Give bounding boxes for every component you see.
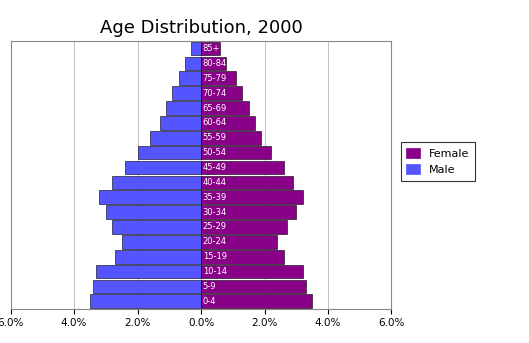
- Bar: [172, 86, 201, 100]
- Bar: [106, 205, 201, 219]
- Bar: [179, 71, 201, 85]
- Bar: [201, 220, 287, 234]
- Text: 20-24: 20-24: [203, 237, 226, 246]
- Text: 75-79: 75-79: [203, 74, 227, 83]
- Text: 35-39: 35-39: [203, 193, 227, 202]
- Text: 85+: 85+: [203, 44, 220, 53]
- Text: 60-64: 60-64: [203, 118, 227, 127]
- Bar: [99, 190, 201, 204]
- Bar: [122, 235, 201, 249]
- Bar: [201, 250, 284, 263]
- Text: 55-59: 55-59: [203, 133, 226, 142]
- Bar: [90, 294, 201, 308]
- Bar: [201, 280, 306, 293]
- Text: 50-54: 50-54: [203, 148, 226, 157]
- Legend: Female, Male: Female, Male: [401, 142, 475, 181]
- Bar: [150, 131, 201, 145]
- Text: 65-69: 65-69: [203, 104, 227, 113]
- Bar: [201, 265, 303, 279]
- Bar: [201, 101, 249, 115]
- Bar: [191, 42, 201, 56]
- Bar: [201, 146, 271, 159]
- Bar: [96, 265, 201, 279]
- Text: 0-4: 0-4: [203, 297, 216, 306]
- Text: 80-84: 80-84: [203, 59, 227, 68]
- Bar: [201, 235, 277, 249]
- Bar: [201, 205, 296, 219]
- Bar: [201, 131, 261, 145]
- Text: 15-19: 15-19: [203, 252, 226, 261]
- Bar: [201, 294, 312, 308]
- Title: Age Distribution, 2000: Age Distribution, 2000: [99, 19, 303, 37]
- Bar: [185, 57, 201, 70]
- Bar: [112, 176, 201, 189]
- Bar: [166, 101, 201, 115]
- Text: 5-9: 5-9: [203, 282, 216, 291]
- Text: 30-34: 30-34: [203, 208, 227, 216]
- Text: 10-14: 10-14: [203, 267, 226, 276]
- Bar: [201, 190, 303, 204]
- Bar: [201, 57, 226, 70]
- Text: 70-74: 70-74: [203, 89, 227, 98]
- Text: 40-44: 40-44: [203, 178, 226, 187]
- Bar: [160, 116, 201, 130]
- Bar: [125, 161, 201, 174]
- Bar: [115, 250, 201, 263]
- Bar: [201, 86, 242, 100]
- Text: 45-49: 45-49: [203, 163, 226, 172]
- Text: 25-29: 25-29: [203, 223, 226, 232]
- Bar: [201, 176, 293, 189]
- Bar: [201, 116, 255, 130]
- Bar: [201, 161, 284, 174]
- Bar: [201, 71, 236, 85]
- Bar: [93, 280, 201, 293]
- Bar: [138, 146, 201, 159]
- Bar: [112, 220, 201, 234]
- Bar: [201, 42, 220, 56]
